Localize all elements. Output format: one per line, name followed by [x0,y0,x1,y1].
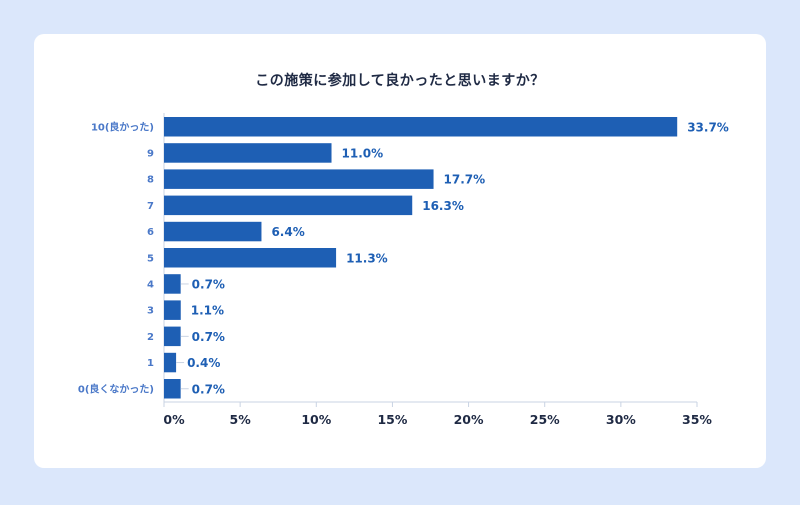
bar [164,169,434,189]
x-tick-label: 0% [163,412,185,427]
data-label: 1.1% [191,304,224,318]
bar [164,326,181,347]
data-label: 0.7% [192,277,225,291]
bar [164,300,181,320]
data-label: 0.7% [192,382,225,396]
category-label: 3 [147,306,154,317]
data-label: 0.4% [187,356,220,370]
category-label: 6 [147,227,154,238]
category-label: 9 [147,148,154,159]
data-label: 11.3% [346,251,388,265]
category-label: 7 [147,201,154,212]
data-label: 33.7% [687,120,729,134]
chart-card [34,34,766,468]
data-label: 17.7% [444,173,486,187]
bar [164,352,177,373]
category-label: 0(良くなかった) [78,382,154,395]
category-label: 1 [147,358,154,369]
bar [164,274,181,294]
x-tick-label: 15% [377,412,407,427]
category-label: 5 [147,253,154,264]
chart-title: この施策に参加して良かったと思いますか？ [255,73,545,89]
data-label: 11.0% [342,146,384,160]
category-label: 2 [147,332,154,343]
x-tick-label: 35% [682,412,712,427]
category-label: 4 [147,279,154,290]
x-tick-label: 10% [301,412,331,427]
category-label: 8 [147,175,154,186]
data-label: 16.3% [422,199,464,213]
bar [164,248,337,268]
bar [164,143,332,163]
data-label: 6.4% [271,225,304,239]
x-tick-label: 20% [454,412,484,427]
bar [164,195,413,216]
data-label: 0.7% [192,330,225,344]
x-tick-label: 25% [530,412,560,427]
bar [164,379,181,399]
x-tick-label: 30% [606,412,636,427]
x-tick-label: 5% [230,412,252,427]
category-label: 10(良かった) [91,120,154,133]
bar [164,221,262,242]
bar [164,117,678,137]
